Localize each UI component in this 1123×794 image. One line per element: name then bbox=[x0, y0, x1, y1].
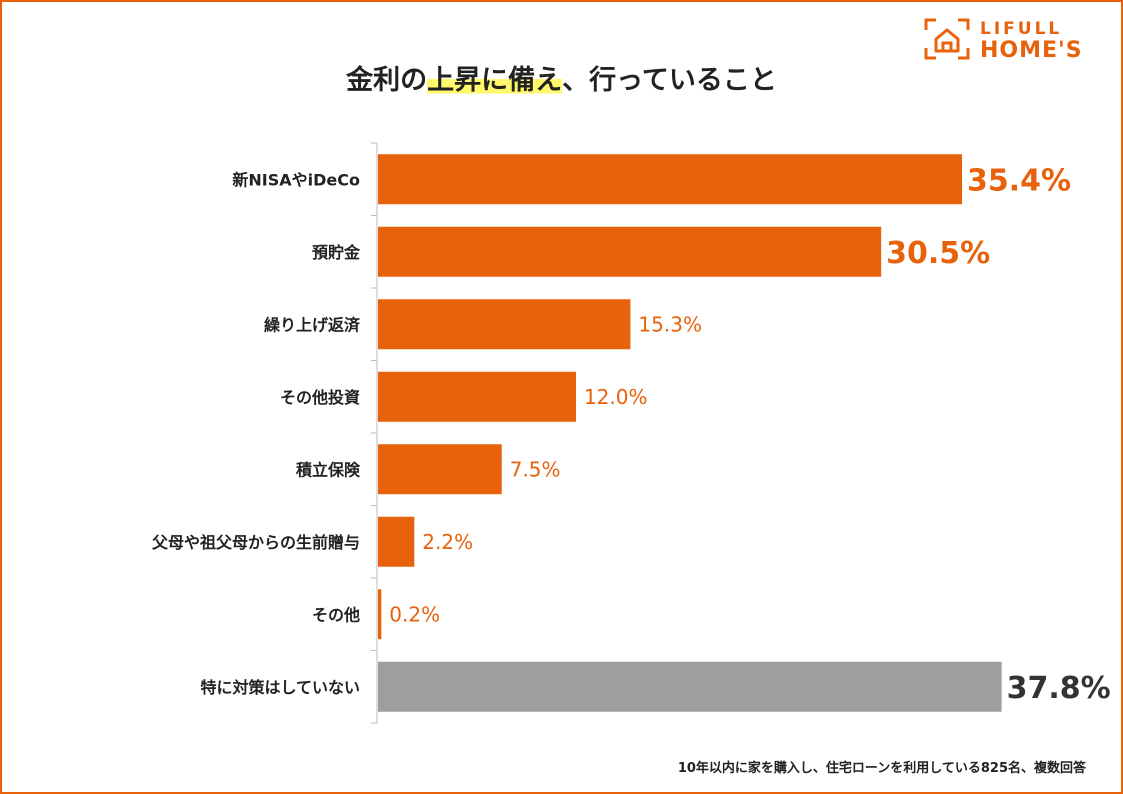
category-label: 新NISAやiDeCo bbox=[232, 170, 360, 189]
bar bbox=[378, 371, 576, 422]
value-label: 35.4% bbox=[967, 163, 1071, 198]
value-label: 12.0% bbox=[584, 385, 648, 409]
house-logo-icon bbox=[924, 18, 970, 60]
value-label: 30.5% bbox=[886, 236, 990, 271]
bar bbox=[378, 589, 382, 640]
value-label: 0.2% bbox=[389, 602, 440, 626]
value-label: 37.8% bbox=[1007, 671, 1111, 706]
category-label: その他投資 bbox=[280, 388, 360, 407]
bar bbox=[378, 226, 882, 277]
bar bbox=[378, 299, 631, 350]
bar bbox=[378, 661, 1002, 712]
category-label: 特に対策はしていない bbox=[200, 678, 360, 697]
category-label: 繰り上げ返済 bbox=[264, 315, 361, 334]
value-label: 7.5% bbox=[510, 457, 561, 481]
brand-name-bottom: HOME'S bbox=[980, 38, 1083, 63]
bar bbox=[378, 154, 962, 205]
bar bbox=[378, 516, 415, 567]
value-label: 2.2% bbox=[422, 530, 473, 554]
bar bbox=[378, 444, 502, 495]
category-label: 父母や祖父母からの生前贈与 bbox=[151, 533, 360, 552]
brand-logo: LIFULL HOME'S bbox=[924, 18, 1109, 64]
category-label: その他 bbox=[312, 605, 360, 624]
brand-name-top: LIFULL bbox=[980, 19, 1063, 39]
category-label: 積立保険 bbox=[295, 460, 361, 479]
category-label: 預貯金 bbox=[312, 243, 361, 262]
value-label: 15.3% bbox=[638, 312, 702, 336]
title-highlight: 上昇に備え bbox=[427, 65, 563, 96]
title-part-after: 、行っていること bbox=[562, 65, 777, 96]
title-part-before: 金利の bbox=[346, 65, 428, 96]
chart-title: 金利の上昇に備え、行っていること bbox=[0, 58, 1123, 97]
footnote: 10年以内に家を購入し、住宅ローンを利用している825名、複数回答 bbox=[677, 761, 1086, 776]
